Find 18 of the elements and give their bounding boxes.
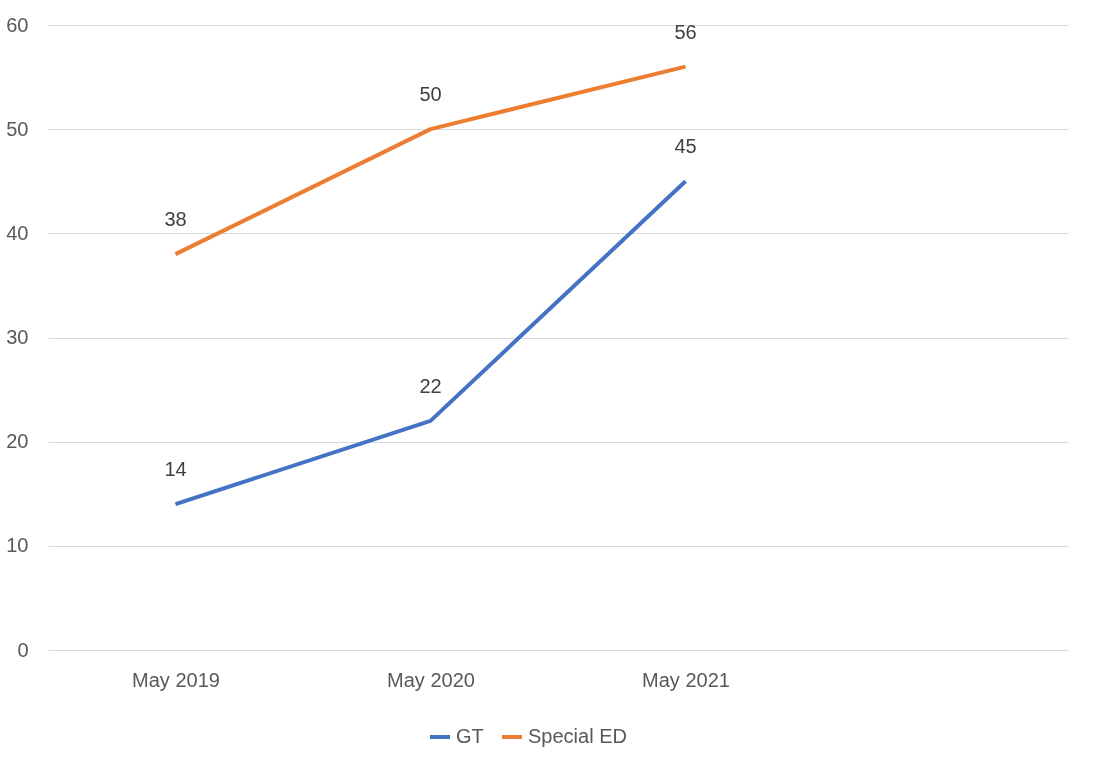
data-label: 22 [419, 374, 442, 397]
y-tick-label: 50 [6, 117, 29, 140]
x-tick-label: May 2021 [642, 668, 730, 691]
x-tick-label: May 2020 [387, 668, 475, 691]
y-tick-label: 60 [6, 13, 29, 36]
y-tick-label: 30 [6, 326, 29, 348]
legend-label: GT [456, 725, 484, 747]
y-tick-label: 10 [6, 534, 29, 557]
x-tick-label: May 2019 [132, 668, 220, 691]
data-label: 45 [674, 135, 697, 158]
data-label: 14 [164, 458, 187, 481]
legend-label: Special ED [528, 725, 627, 747]
y-tick-label: 40 [6, 221, 29, 244]
data-label: 56 [674, 20, 697, 43]
y-tick-label: 20 [6, 430, 29, 453]
y-tick-label: 0 [17, 638, 29, 661]
data-label: 50 [419, 83, 442, 106]
data-label: 38 [164, 208, 187, 231]
